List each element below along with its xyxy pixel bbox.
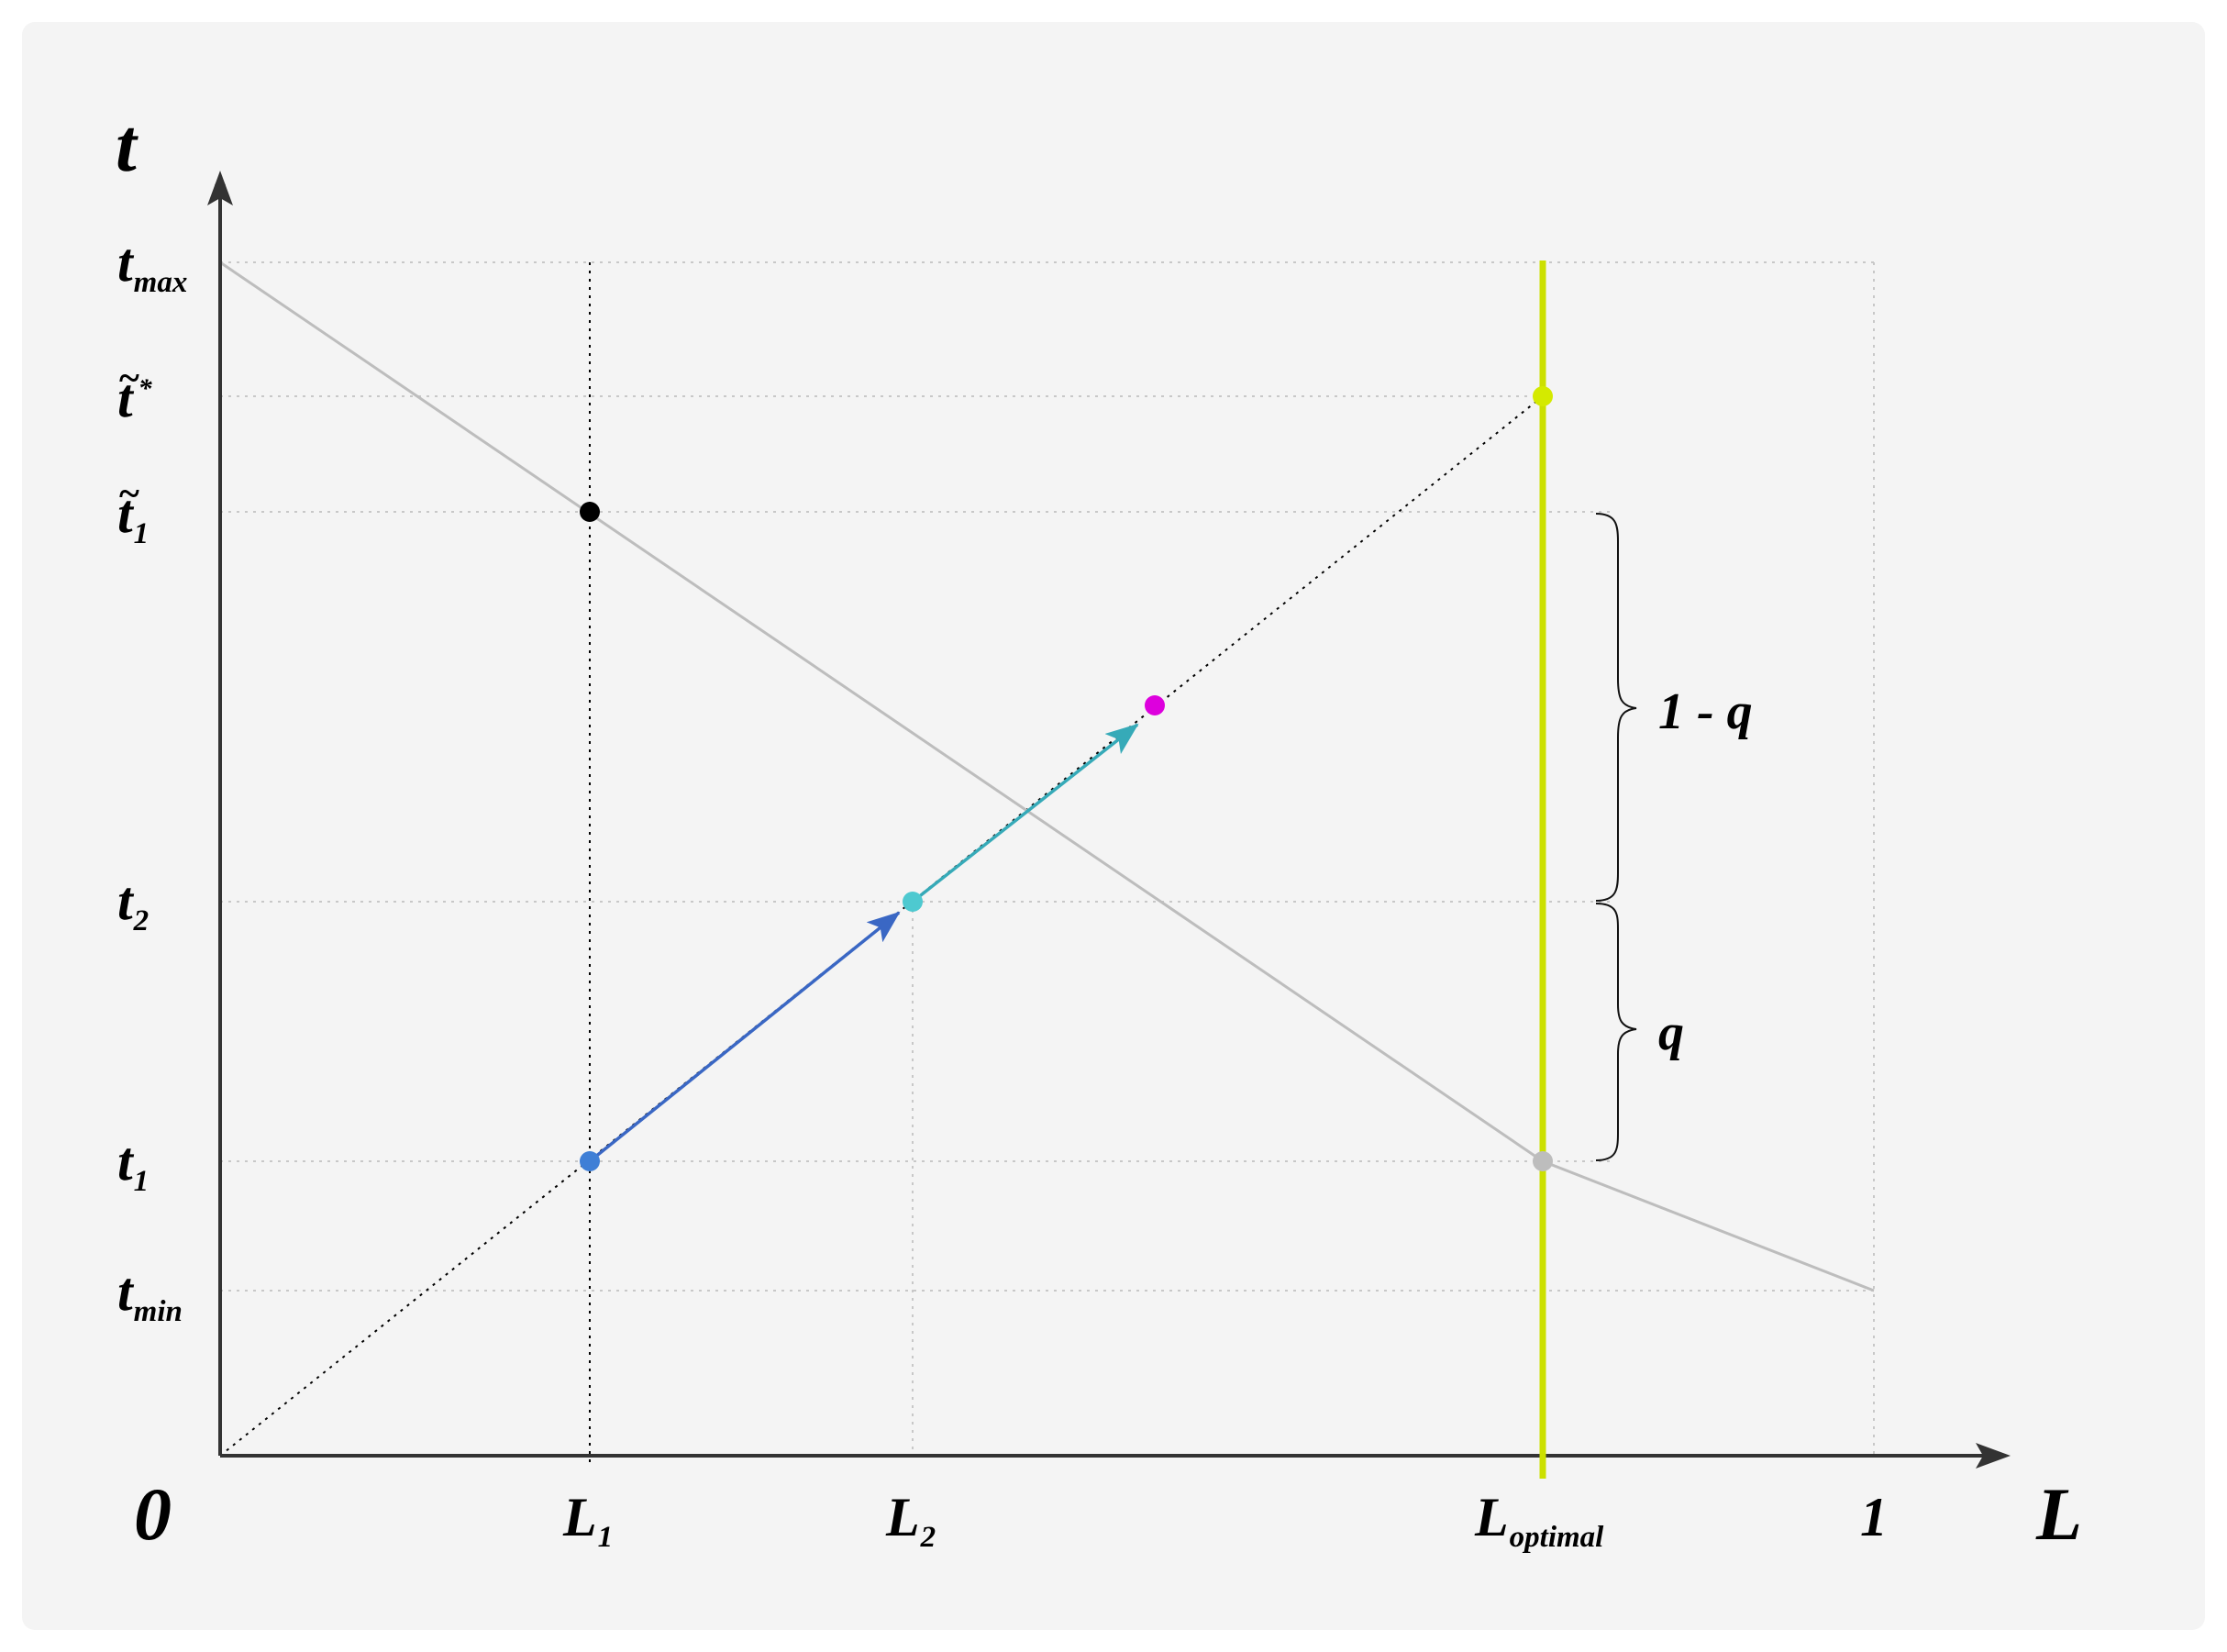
arrow-t1-to-t2 (588, 911, 901, 1163)
x-axis-name: L (2036, 1472, 2083, 1556)
y-label-t-min: tmin (117, 1261, 183, 1328)
point-yellow (1533, 386, 1553, 406)
x-label-l-1: L1 (563, 1487, 614, 1554)
decreasing-line (219, 261, 1875, 1292)
brace-upper (1595, 513, 1637, 902)
diagram-card (22, 22, 2205, 1630)
y-label-t-max: tmax (117, 232, 188, 299)
x-label-l-2: L2 (886, 1487, 936, 1554)
brace-label-upper: 1 - q (1658, 683, 1753, 740)
point-t2 (903, 892, 923, 912)
grid-lines (220, 261, 1875, 1456)
y-label-t-2: t2 (117, 870, 150, 937)
arrow-t2-onward (911, 723, 1139, 904)
y-label-t-star: ~ t * (117, 358, 152, 428)
point-gray (1533, 1151, 1553, 1171)
origin-label: 0 (134, 1472, 172, 1556)
y-axis-arrowhead (207, 171, 233, 205)
y-axis-name: t (116, 104, 137, 187)
guide-lines (219, 262, 1544, 1468)
point-t1 (580, 1151, 600, 1171)
diagonal-dotted-line (219, 395, 1544, 1457)
point-black (580, 502, 600, 522)
y-label-t-tilde-1: ~ t1 (117, 473, 150, 550)
point-magenta (1145, 695, 1165, 715)
x-label-one: 1 (1860, 1487, 1888, 1547)
x-label-l-optimal: Loptimal (1475, 1487, 1604, 1554)
y-label-t-1: t1 (117, 1131, 150, 1198)
brace-lower (1595, 903, 1637, 1161)
x-axis-arrowhead (1976, 1443, 2011, 1469)
brace-label-lower: q (1658, 1004, 1684, 1061)
